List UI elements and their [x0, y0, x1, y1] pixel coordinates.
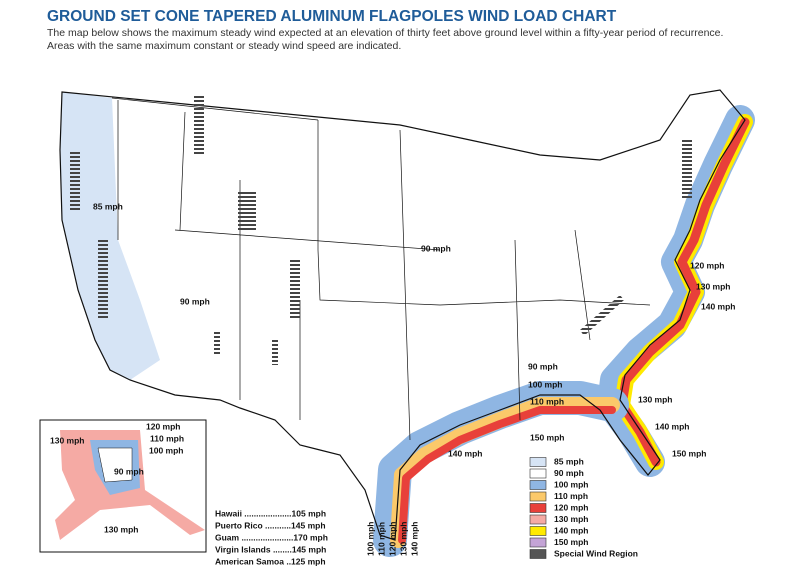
territory: American Samoa ..125 mph [215, 556, 326, 566]
legend-swatch [529, 526, 547, 536]
wind-label: 85 mph [93, 201, 123, 211]
description: The map below shows the maximum steady w… [47, 27, 724, 52]
gulf-label: 130 mph [398, 522, 408, 557]
legend-swatch [529, 457, 547, 467]
territory: Puerto Rico ...........145 mph [215, 520, 326, 530]
special-wind-regions [70, 95, 692, 365]
wind-label: 130 mph [638, 394, 673, 404]
alaska-label: 90 mph [114, 466, 144, 476]
legend-swatch [529, 468, 547, 479]
alaska-label: 100 mph [149, 445, 184, 455]
legend-label: 110 mph [554, 491, 588, 501]
legend-label: 100 mph [554, 479, 589, 489]
gulf-label: 100 mph [365, 522, 375, 557]
title: GROUND SET CONE TAPERED ALUMINUM FLAGPOL… [47, 8, 617, 25]
legend-label: 90 mph [554, 468, 584, 478]
alaska-label: 110 mph [150, 433, 184, 443]
legend-label: 120 mph [554, 502, 589, 512]
legend-label: 130 mph [554, 514, 589, 524]
legend-swatch [529, 503, 547, 513]
legend-label: 150 mph [554, 537, 589, 547]
territory: Guam ......................170 mph [215, 532, 328, 542]
legend-swatch [529, 537, 547, 548]
territory: Virgin Islands ........145 mph [215, 544, 326, 554]
legend-label: 85 mph [554, 456, 584, 466]
alaska-inland [97, 447, 133, 483]
legend-swatch [529, 549, 547, 559]
alaska-label: 120 mph [146, 421, 181, 431]
us-outline [59, 89, 746, 541]
alaska-label: 130 mph [104, 524, 139, 534]
wind-label: 120 mph [690, 260, 725, 270]
wind-label: 140 mph [655, 421, 690, 431]
legend-label: Special Wind Region [554, 548, 638, 558]
wind-label: 140 mph [448, 448, 483, 458]
pacific-region [60, 92, 160, 380]
wind-label: 110 mph [530, 396, 564, 406]
coastal-bands [373, 105, 755, 557]
wind-label: 90 mph [528, 361, 558, 371]
wind-label: 90 mph [180, 296, 210, 306]
wind-label: 150 mph [530, 432, 565, 442]
legend-swatch [529, 480, 547, 490]
gulf-label: 110 mph [376, 522, 386, 556]
legend-swatch [529, 491, 547, 502]
territory: Hawaii ....................105 mph [215, 508, 326, 518]
wind-label: 100 mph [528, 379, 563, 389]
wind-label: 150 mph [672, 448, 707, 458]
gulf-label: 120 mph [387, 522, 397, 557]
wind-label: 140 mph [701, 301, 736, 311]
wind-label: 130 mph [696, 281, 731, 291]
legend-label: 140 mph [554, 525, 589, 535]
wind-label: 90 mph [421, 243, 451, 253]
legend-swatch [529, 514, 547, 525]
state-lines [111, 97, 651, 441]
alaska-label: 130 mph [50, 435, 85, 445]
gulf-label: 140 mph [409, 522, 419, 557]
